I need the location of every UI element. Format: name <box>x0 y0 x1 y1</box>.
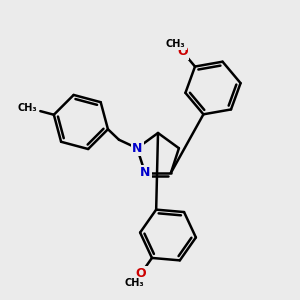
Text: O: O <box>136 267 146 280</box>
Text: CH₃: CH₃ <box>125 278 145 287</box>
Text: CH₃: CH₃ <box>166 39 185 49</box>
Text: N: N <box>140 166 150 179</box>
Text: CH₃: CH₃ <box>18 103 38 113</box>
Text: O: O <box>178 46 188 59</box>
Text: N: N <box>132 142 142 155</box>
